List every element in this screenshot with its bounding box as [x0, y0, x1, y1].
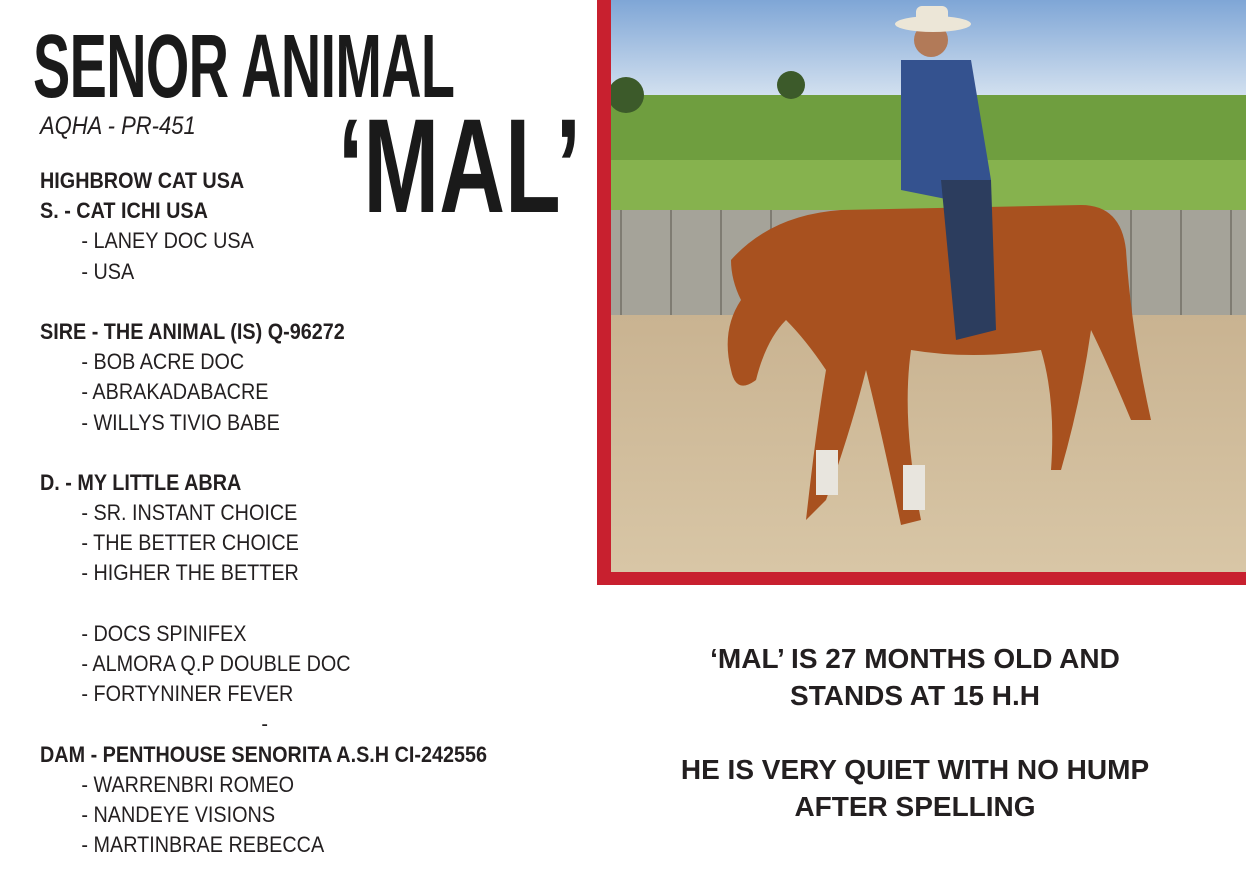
- pedigree-entry: - USA: [81, 258, 135, 284]
- horse-photo-frame: [597, 0, 1246, 585]
- pedigree-heading: DAM - PENTHOUSE SENORITA A.S.H CI-242556: [40, 741, 488, 767]
- pedigree-heading: D. - MY LITTLE ABRA: [40, 469, 242, 495]
- pedigree-spacer: [40, 589, 487, 619]
- pedigree-entry: - MARTINBRAE REBECCA: [81, 832, 325, 858]
- pedigree-heading: SIRE - THE ANIMAL (IS) Q-96272: [40, 318, 345, 344]
- pedigree-entry: - THE BETTER CHOICE: [81, 530, 299, 556]
- pedigree-heading: S. - CAT ICHI USA: [40, 198, 208, 224]
- temperament-line-2: AFTER SPELLING: [794, 791, 1036, 822]
- pedigree-entry: -: [261, 711, 268, 737]
- temperament-line: HE IS VERY QUIET WITH NO HUMP: [680, 754, 1150, 785]
- pedigree-spacer: [40, 438, 487, 468]
- pedigree-entry: - WILLYS TIVIO BABE: [81, 409, 280, 435]
- pedigree-entry: - FORTYNINER FEVER: [81, 681, 294, 707]
- pedigree-entry: - DOCS SPINIFEX: [81, 620, 247, 646]
- pedigree-entry: - LANEY DOC USA: [81, 228, 254, 254]
- pedigree-heading: HIGHBROW CAT USA: [40, 168, 245, 193]
- age-line: ‘MAL’ IS 27 MONTHS OLD AND: [710, 643, 1120, 674]
- height-line: STANDS AT 15 H.H: [790, 680, 1040, 711]
- pedigree-entry: - SR. INSTANT CHOICE: [81, 500, 298, 526]
- pedigree-entry: - NANDEYE VISIONS: [81, 801, 276, 827]
- horse-description: ‘MAL’ IS 27 MONTHS OLD AND STANDS AT 15 …: [640, 640, 1190, 825]
- registration-number: AQHA - PR-451: [40, 112, 196, 140]
- pedigree-entry: - HIGHER THE BETTER: [81, 560, 299, 586]
- pedigree-spacer: [40, 287, 487, 317]
- pedigree-entry: - ALMORA Q.P DOUBLE DOC: [81, 651, 351, 676]
- pedigree-list: HIGHBROW CAT USA S. - CAT ICHI USA - LANEY…: [40, 166, 537, 860]
- pedigree-entry: - WARRENBRI ROMEO: [81, 771, 295, 797]
- horse-nickname: ‘MAL’: [338, 92, 581, 241]
- pedigree-entry: - ABRAKADABACRE: [81, 379, 269, 405]
- horse-and-rider-photo: [611, 0, 1246, 572]
- pedigree-entry: - BOB ACRE DOC: [81, 349, 245, 375]
- horse-name-title: SENOR ANIMAL: [33, 17, 455, 117]
